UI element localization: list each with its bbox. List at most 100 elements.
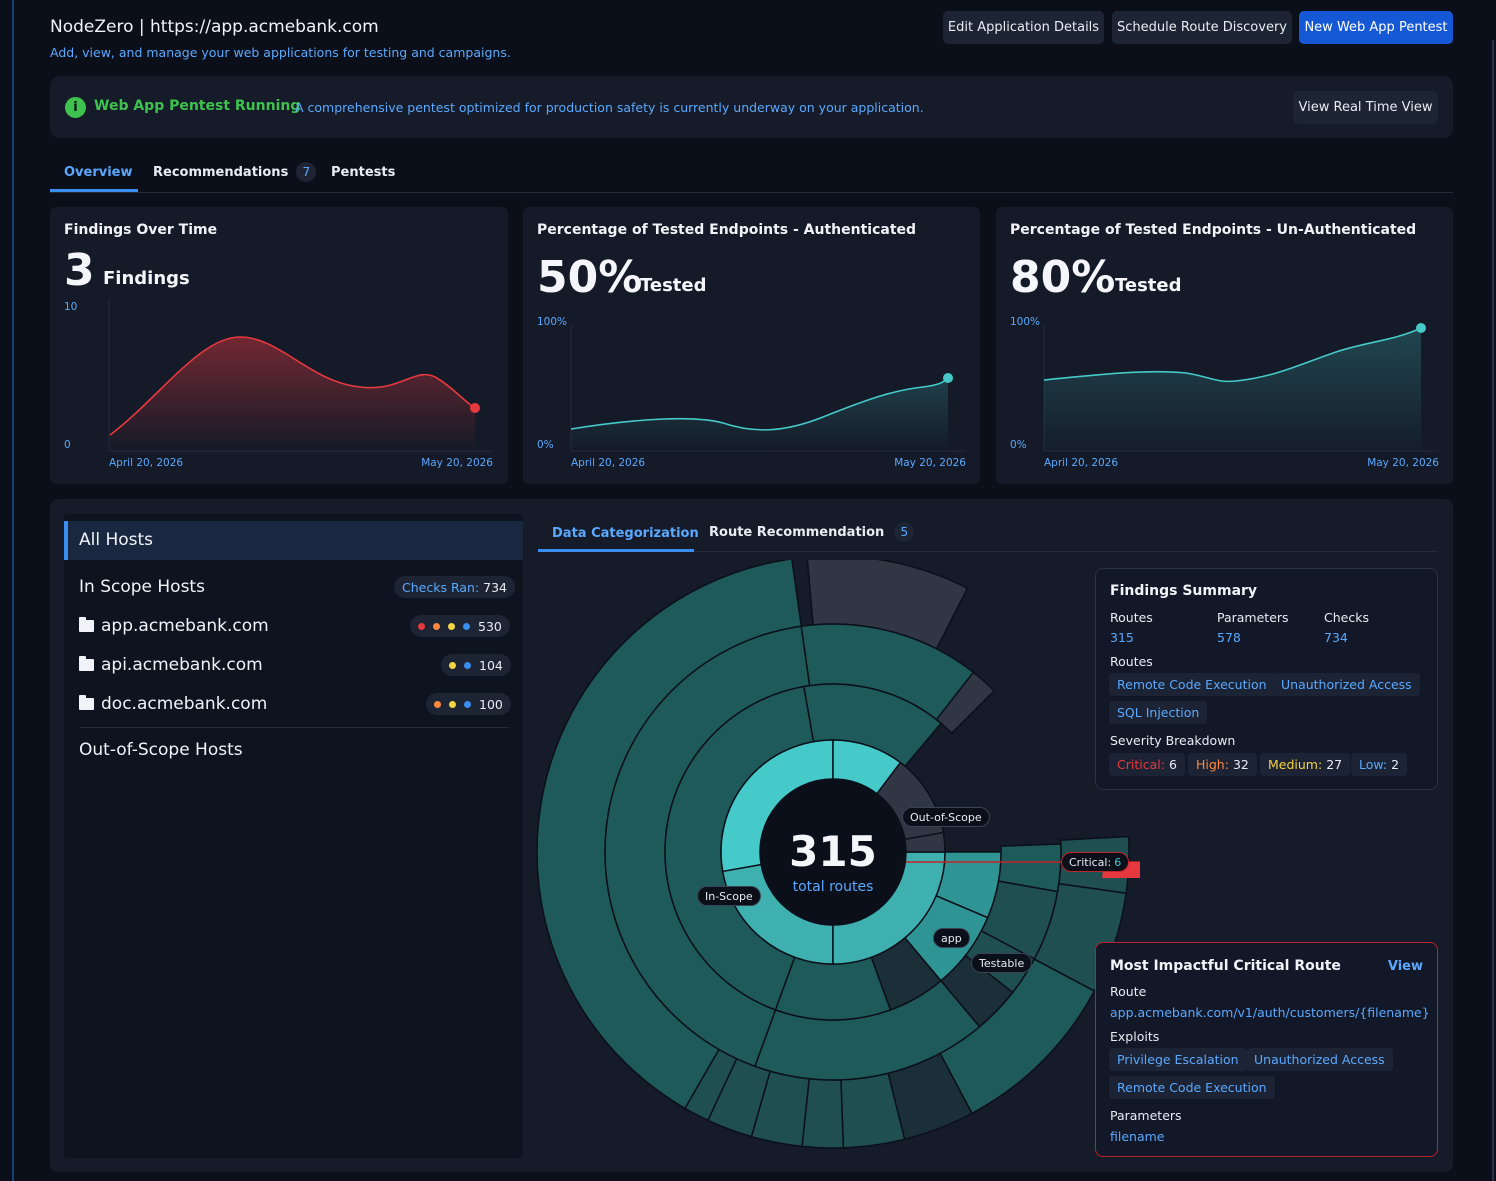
tab-recommendations-label: Recommendations <box>153 164 289 180</box>
all-hosts-item[interactable]: All Hosts <box>64 521 523 560</box>
route-chip[interactable]: Unauthorized Access <box>1273 673 1420 696</box>
y-min-label: 0 <box>64 439 71 451</box>
route-sunburst-chart: 315 total routes <box>536 560 1140 1149</box>
tab-data-categorization[interactable]: Data Categorization <box>552 526 699 541</box>
testable-tag[interactable]: Testable <box>971 953 1033 973</box>
medium-count: 27 <box>1326 757 1343 772</box>
medium-dot-icon <box>449 661 456 669</box>
out-of-scope-hosts-heading[interactable]: Out-of-Scope Hosts <box>79 740 243 760</box>
info-icon: i <box>65 97 86 118</box>
critical-severity-chip[interactable]: Critical: 6 <box>1109 753 1185 776</box>
authenticated-area <box>571 378 948 451</box>
high-severity-chip[interactable]: High: 32 <box>1188 753 1257 776</box>
unauthenticated-unit: Tested <box>1115 275 1182 296</box>
x-start-label: April 20, 2026 <box>1044 457 1118 469</box>
in-scope-hosts-heading[interactable]: In Scope Hosts <box>79 577 205 597</box>
view-real-time-button[interactable]: View Real Time View <box>1293 91 1438 124</box>
route-chip[interactable]: SQL Injection <box>1109 701 1208 724</box>
sunburst-segment-inner[interactable] <box>774 956 892 1021</box>
schedule-route-discovery-button[interactable]: Schedule Route Discovery <box>1112 11 1292 44</box>
low-dot-icon <box>464 700 471 708</box>
new-web-app-pentest-button[interactable]: New Web App Pentest <box>1299 11 1453 44</box>
exploit-chip[interactable]: Privilege Escalation <box>1109 1048 1247 1071</box>
sunburst-rings <box>536 560 1130 1149</box>
card-title: Findings Over Time <box>64 222 218 238</box>
view-critical-route-link[interactable]: View <box>1387 959 1423 974</box>
total-routes-label: total routes <box>793 879 874 895</box>
authenticated-endpoints-card: Percentage of Tested Endpoints - Authent… <box>523 207 980 484</box>
exploit-chip[interactable]: Unauthorized Access <box>1246 1048 1393 1071</box>
folder-icon <box>79 695 94 710</box>
in-scope-tag[interactable]: In-Scope <box>697 886 761 906</box>
active-tab-indicator <box>50 189 138 192</box>
app-tag[interactable]: app <box>933 928 970 948</box>
host-row-app[interactable]: app.acmebank.com <box>79 616 269 636</box>
tab-recommendations[interactable]: Recommendations 7 <box>153 162 317 182</box>
routes-section-label: Routes <box>1110 654 1153 669</box>
tab-route-recommendation[interactable]: Route Recommendation 5 <box>709 522 915 542</box>
critical-dot-icon <box>418 622 425 630</box>
authenticated-percent: 50% <box>537 252 643 303</box>
tab-pentests[interactable]: Pentests <box>331 165 396 180</box>
route-label: Route <box>1110 984 1147 999</box>
parameters-value: 578 <box>1217 630 1241 645</box>
severity-breakdown-label: Severity Breakdown <box>1110 733 1236 748</box>
x-end-label: May 20, 2026 <box>421 457 493 469</box>
route-recommendation-count-badge: 5 <box>894 522 915 542</box>
low-dot-icon <box>463 622 470 630</box>
medium-severity-chip[interactable]: Medium: 27 <box>1260 753 1351 776</box>
folder-icon <box>79 617 94 632</box>
unauthenticated-percent: 80% <box>1010 252 1116 303</box>
low-dot-icon <box>464 661 471 669</box>
edit-application-button[interactable]: Edit Application Details <box>943 11 1104 44</box>
hosts-divider <box>79 727 509 728</box>
banner-status: Web App Pentest Running <box>94 98 301 114</box>
critical-tag[interactable]: Critical: 6 <box>1061 852 1130 872</box>
tab-overview[interactable]: Overview <box>64 165 133 180</box>
findings-summary-card: Findings Summary Routes 315 Parameters 5… <box>1095 568 1438 790</box>
authenticated-line <box>570 377 949 431</box>
recommendations-count-badge: 7 <box>296 162 317 182</box>
findings-summary-title: Findings Summary <box>1110 583 1258 599</box>
findings-area <box>110 337 475 451</box>
host-row-api[interactable]: api.acmebank.com <box>79 655 263 675</box>
findings-line-chart: 10 0 April 20, 2026 May 20, 2026 <box>64 299 493 469</box>
x-start-label: April 20, 2026 <box>109 457 183 469</box>
parameters-label: Parameters <box>1110 1108 1182 1123</box>
low-count: 2 <box>1391 757 1400 772</box>
host-severity-pill: 104 <box>441 654 511 676</box>
pentest-running-banner: i Web App Pentest Running A comprehensiv… <box>50 76 1453 138</box>
findings-endpoint-marker <box>470 403 480 413</box>
critical-route-path[interactable]: app.acmebank.com/v1/auth/customers/{file… <box>1110 1005 1430 1020</box>
card-title: Percentage of Tested Endpoints - Authent… <box>537 222 917 238</box>
critical-label: Critical: <box>1117 757 1165 772</box>
unauthenticated-line <box>1043 327 1422 383</box>
exploit-chip[interactable]: Remote Code Execution <box>1109 1076 1275 1099</box>
host-row-doc[interactable]: doc.acmebank.com <box>79 694 267 714</box>
parameter-value[interactable]: filename <box>1110 1129 1165 1144</box>
route-chip[interactable]: Remote Code Execution <box>1109 673 1275 696</box>
unauthenticated-endpoint-marker <box>1416 323 1426 333</box>
checks-value: 734 <box>1324 630 1348 645</box>
out-of-scope-tag[interactable]: Out-of-Scope <box>902 807 990 827</box>
high-count: 32 <box>1232 757 1249 772</box>
tab-route-recommendation-label: Route Recommendation <box>709 524 885 540</box>
routes-label: Routes <box>1110 610 1153 625</box>
high-dot-icon <box>433 622 440 630</box>
checks-ran-value: 734 <box>483 579 508 595</box>
parameters-label: Parameters <box>1217 610 1289 625</box>
host-name: doc.acmebank.com <box>101 694 268 714</box>
findings-count: 3 <box>64 245 95 296</box>
x-end-label: May 20, 2026 <box>894 457 966 469</box>
y-min-label: 0% <box>1010 439 1027 451</box>
tabs-divider <box>50 192 1453 193</box>
y-min-label: 0% <box>537 439 554 451</box>
unauthenticated-area <box>1044 328 1421 451</box>
host-severity-pill: 100 <box>426 693 511 715</box>
checks-label: Checks <box>1324 610 1369 625</box>
critical-count: 6 <box>1168 757 1177 772</box>
findings-unit: Findings <box>103 268 190 289</box>
unauthenticated-line-chart: 100% 0% April 20, 2026 May 20, 2026 <box>1010 316 1439 469</box>
low-severity-chip[interactable]: Low: 2 <box>1351 753 1408 776</box>
card-title: Percentage of Tested Endpoints - Un-Auth… <box>1010 222 1417 238</box>
